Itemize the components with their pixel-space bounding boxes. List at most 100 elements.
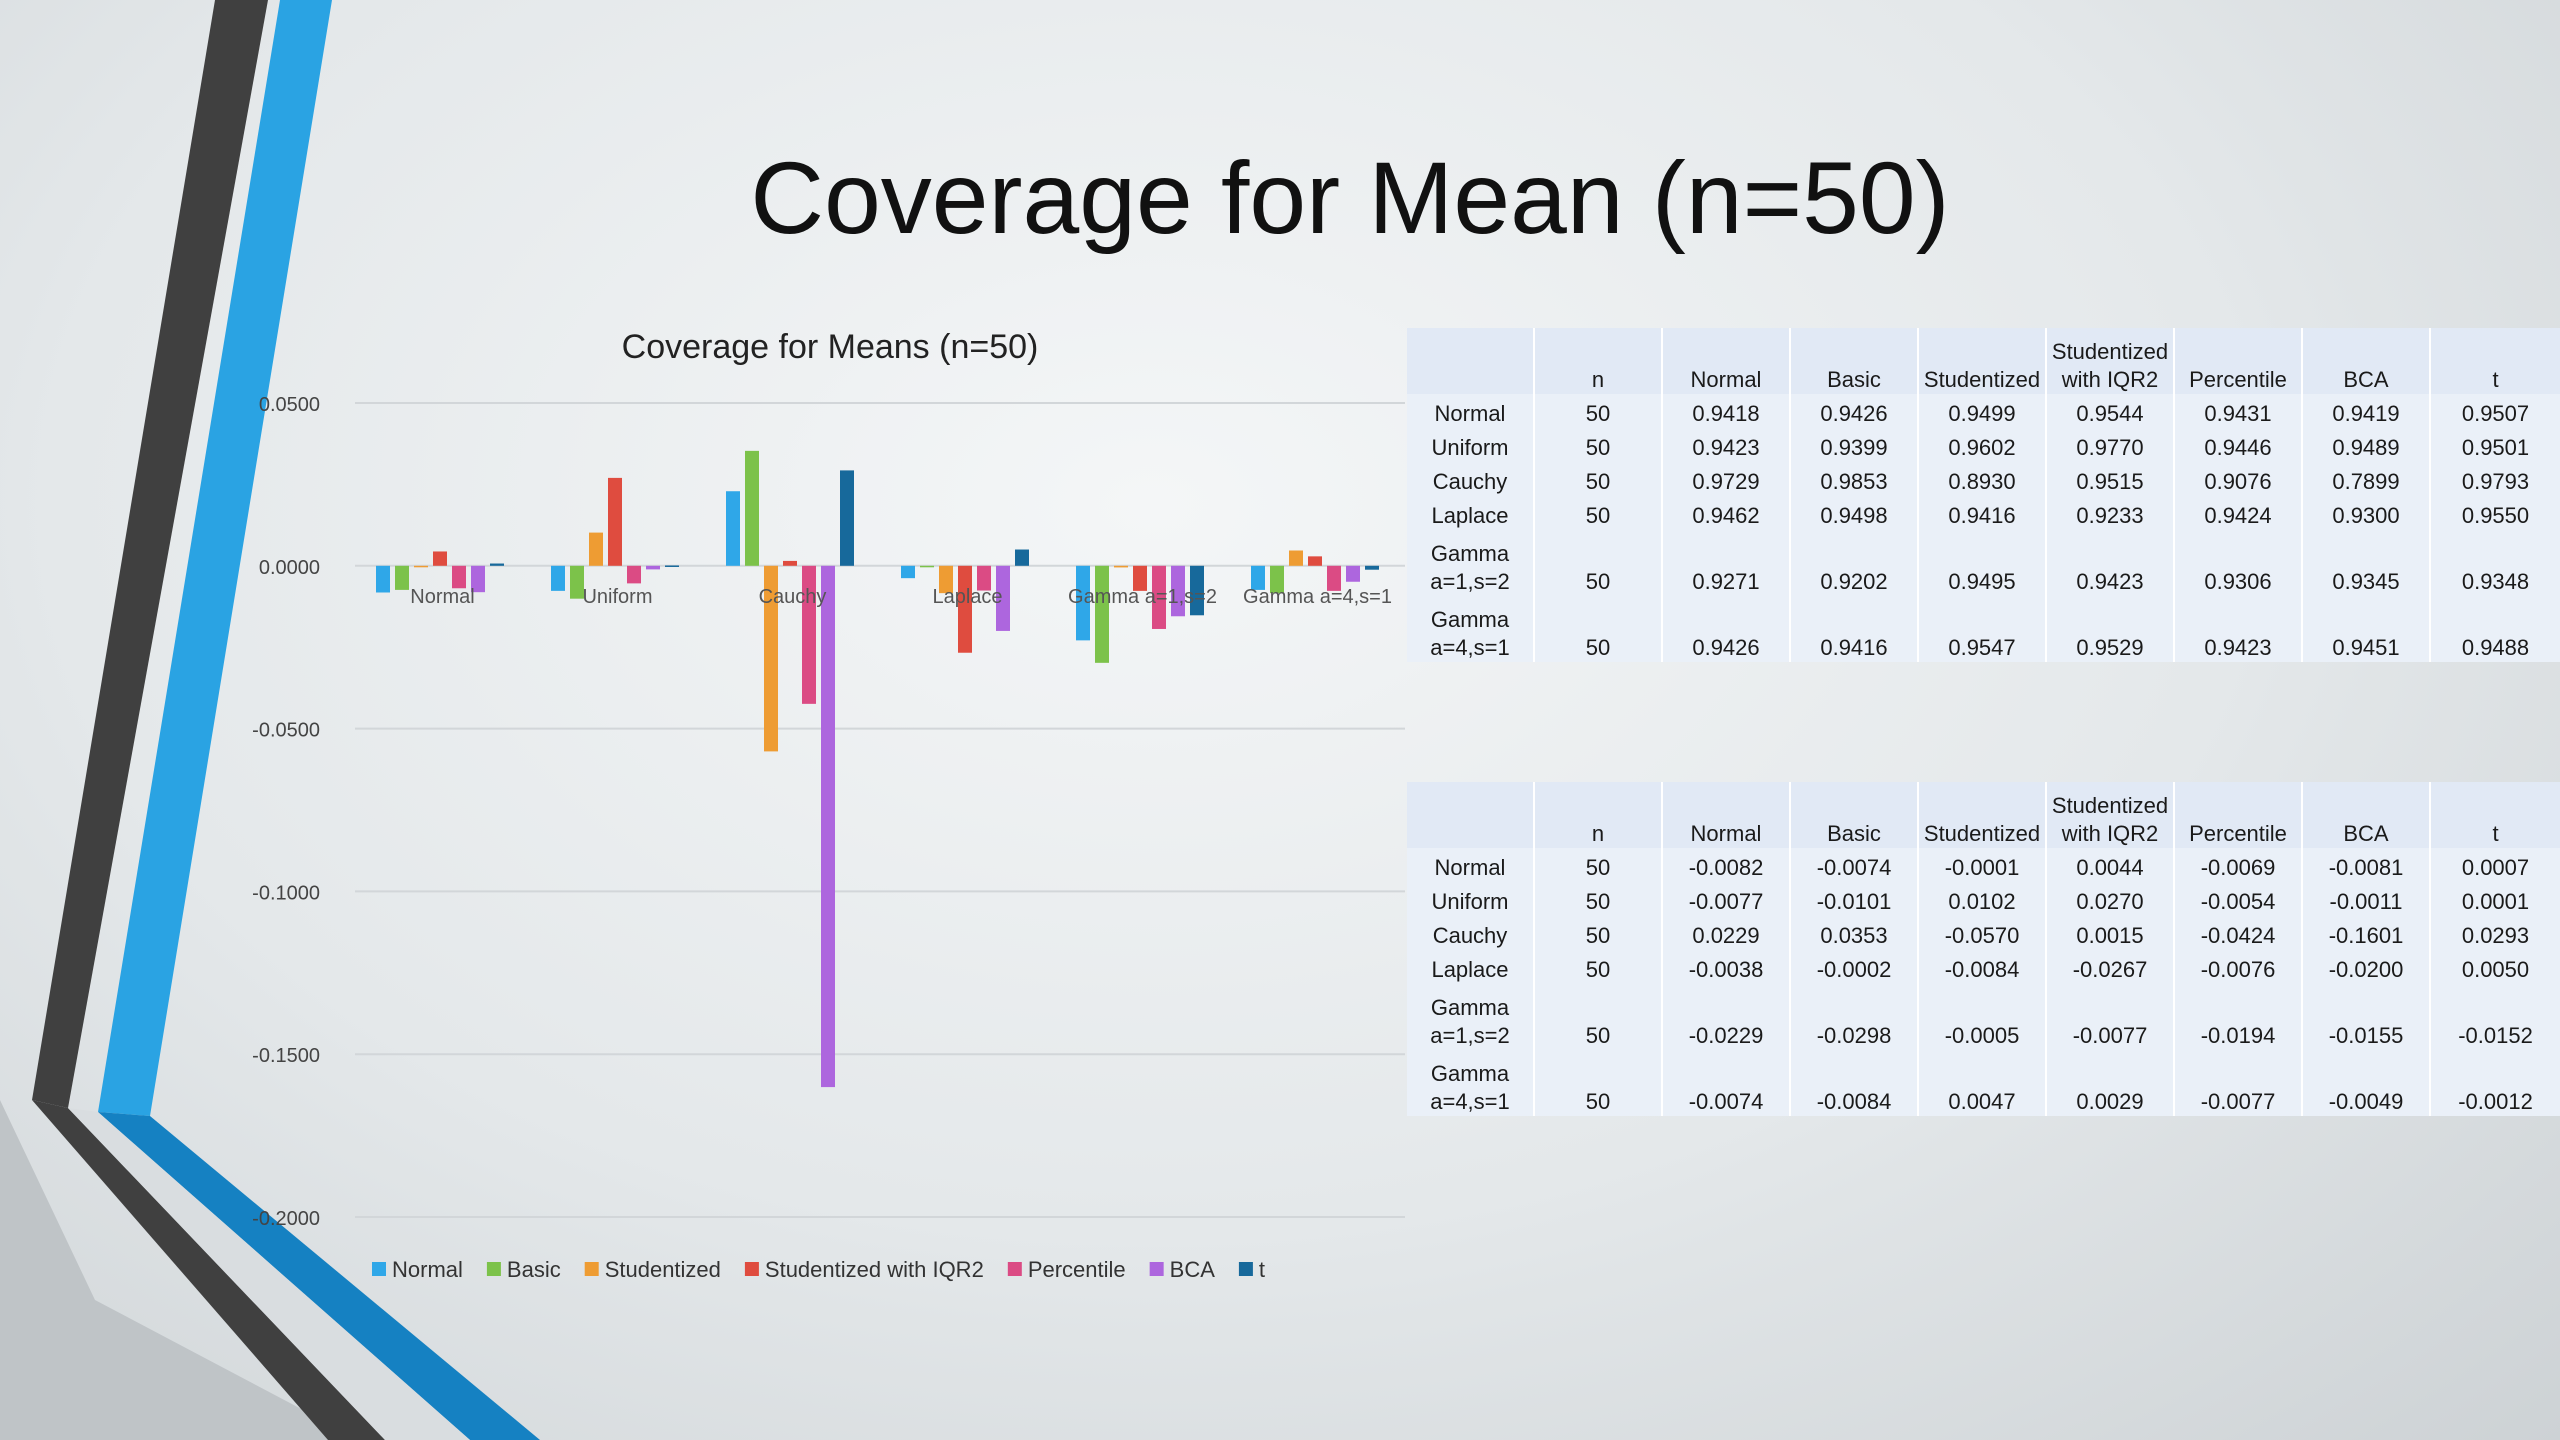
bar bbox=[589, 532, 603, 566]
column-header: Studentized with IQR2 bbox=[2046, 328, 2175, 394]
x-category-label: Laplace bbox=[932, 586, 1002, 608]
bar bbox=[1289, 550, 1303, 566]
x-axis-categories: Normal Uniform Cauchy Laplace Gamma a=1,s=2 G… bbox=[410, 586, 1392, 608]
table-cell: 0.9348 bbox=[2430, 530, 2560, 596]
bar bbox=[1095, 565, 1109, 663]
table-cell: -0.0084 bbox=[1918, 950, 2047, 984]
x-category-label: Gamma a=4,s=1 bbox=[1243, 586, 1392, 608]
row-label: Gamma a=4,s=1 bbox=[1407, 1050, 1535, 1116]
table-cell: 50 bbox=[1534, 1050, 1663, 1116]
table-cell: -0.0012 bbox=[2430, 1050, 2560, 1116]
bar bbox=[471, 565, 485, 593]
legend-swatch bbox=[1007, 1262, 1022, 1276]
bar bbox=[802, 565, 816, 704]
table-cell: 0.9498 bbox=[1790, 496, 1919, 530]
legend-label: Normal bbox=[392, 1257, 463, 1282]
legend-label: Basic bbox=[507, 1257, 561, 1282]
cell-text-line: Gamma bbox=[1430, 541, 1510, 566]
slide-title: Coverage for Mean (n=50) bbox=[750, 141, 1950, 255]
x-category-label: Uniform bbox=[582, 586, 652, 608]
column-header bbox=[1407, 782, 1535, 848]
bar bbox=[996, 565, 1010, 631]
bar bbox=[1076, 565, 1090, 641]
column-header: t bbox=[2430, 328, 2560, 394]
row-label: Normal bbox=[1407, 848, 1535, 882]
table-cell: 0.9547 bbox=[1918, 596, 2047, 662]
chart-title: Coverage for Means (n=50) bbox=[622, 328, 1039, 366]
table-cell: 0.9462 bbox=[1662, 496, 1791, 530]
table-cell: 0.9853 bbox=[1790, 462, 1919, 496]
table-cell: 50 bbox=[1534, 462, 1663, 496]
table-cell: -0.0054 bbox=[2174, 882, 2303, 916]
table-cell: 0.9544 bbox=[2046, 394, 2175, 428]
cell-text-line: Gamma bbox=[1430, 607, 1510, 632]
bar bbox=[1114, 565, 1128, 568]
table-cell: 0.0229 bbox=[1662, 916, 1791, 950]
table-cell: 0.0029 bbox=[2046, 1050, 2175, 1116]
table-cell: -0.0194 bbox=[2174, 984, 2303, 1050]
table-cell: -0.0084 bbox=[1790, 1050, 1919, 1116]
table-cell: 0.9345 bbox=[2302, 530, 2431, 596]
column-header: BCA bbox=[2302, 328, 2431, 394]
legend-swatch bbox=[744, 1262, 759, 1276]
bar bbox=[939, 565, 953, 594]
y-tick-label: 0.0500 bbox=[259, 394, 320, 416]
table-cell: 0.9602 bbox=[1918, 428, 2047, 462]
bar bbox=[376, 565, 390, 593]
table-row: Normal 50 0.9418 0.9426 0.9499 0.9544 0.9431 0.… bbox=[1407, 394, 2560, 428]
table-cell: -0.0077 bbox=[2174, 1050, 2303, 1116]
legend-label: BCA bbox=[1170, 1257, 1216, 1282]
cell-text-line: Uniform bbox=[1431, 889, 1509, 914]
table-cell: -0.0229 bbox=[1662, 984, 1791, 1050]
table-cell: 50 bbox=[1534, 596, 1663, 662]
bar bbox=[570, 565, 584, 599]
table-cell: -0.0077 bbox=[2046, 984, 2175, 1050]
column-header: n bbox=[1534, 782, 1663, 848]
bar bbox=[920, 565, 934, 568]
table-cell: -0.0424 bbox=[2174, 916, 2303, 950]
table-cell: 0.9770 bbox=[2046, 428, 2175, 462]
cell-text-line: with IQR2 bbox=[2061, 821, 2159, 846]
table-row: Uniform 50 -0.0077 -0.0101 0.0102 0.0270 -0.00… bbox=[1407, 882, 2560, 916]
legend-swatch bbox=[1149, 1262, 1164, 1276]
column-header: t bbox=[2430, 782, 2560, 848]
bar bbox=[745, 450, 759, 566]
table-cell: 0.9426 bbox=[1662, 596, 1791, 662]
bar bbox=[1327, 565, 1341, 591]
chart-gridlines bbox=[355, 402, 1405, 1218]
table-cell: 0.9431 bbox=[2174, 394, 2303, 428]
bar bbox=[840, 470, 854, 566]
table-row: Gamma a=4,s=1 50 -0.0074 -0.0084 0.0047 0.0029… bbox=[1407, 1050, 2560, 1116]
table-cell: 0.9446 bbox=[2174, 428, 2303, 462]
cell-text-line: Uniform bbox=[1431, 435, 1509, 460]
row-label: Gamma a=4,s=1 bbox=[1407, 596, 1535, 662]
table-cell: 0.9515 bbox=[2046, 462, 2175, 496]
table-cell: 0.9501 bbox=[2430, 428, 2560, 462]
column-header: Studentized bbox=[1918, 782, 2047, 848]
bar bbox=[901, 565, 915, 579]
table-cell: 0.0047 bbox=[1918, 1050, 2047, 1116]
legend-label: Percentile bbox=[1028, 1257, 1126, 1282]
table-cell: -0.0570 bbox=[1918, 916, 2047, 950]
table-cell: 0.9399 bbox=[1790, 428, 1919, 462]
bar bbox=[783, 560, 797, 566]
table-cell: -0.0049 bbox=[2302, 1050, 2431, 1116]
table-row: Cauchy 50 0.0229 0.0353 -0.0570 0.0015 -0.0424… bbox=[1407, 916, 2560, 950]
table-cell: 0.0015 bbox=[2046, 916, 2175, 950]
column-header: BCA bbox=[2302, 782, 2431, 848]
table-cell: -0.0074 bbox=[1790, 848, 1919, 882]
table-cell: 0.9300 bbox=[2302, 496, 2431, 530]
table-cell: 0.0050 bbox=[2430, 950, 2560, 984]
row-label: Cauchy bbox=[1407, 462, 1535, 496]
table-cell: 50 bbox=[1534, 984, 1663, 1050]
chart-legend: Normal Basic Studentized Studentized with I… bbox=[372, 1257, 1265, 1282]
cell-text-line: Normal bbox=[1434, 401, 1506, 426]
bar bbox=[764, 565, 778, 752]
column-header: Percentile bbox=[2174, 782, 2303, 848]
bar bbox=[433, 551, 447, 566]
bar bbox=[958, 565, 972, 653]
table-cell: 0.9495 bbox=[1918, 530, 2047, 596]
y-tick-label: -0.0500 bbox=[252, 720, 320, 742]
bar bbox=[1251, 565, 1265, 590]
